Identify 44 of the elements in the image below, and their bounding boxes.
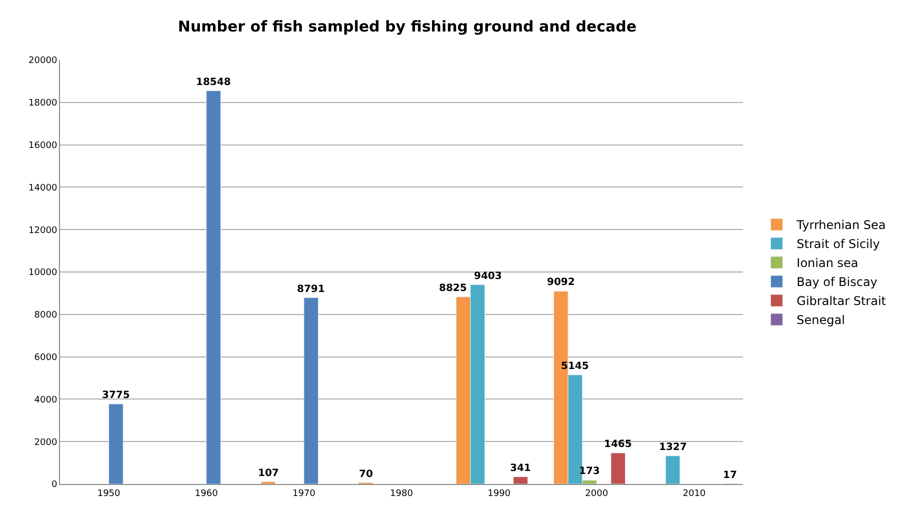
y-tick-label: 18000: [28, 98, 58, 109]
y-tick-label: 20000: [28, 56, 58, 66]
legend-label: Tyrrhenian Sea: [796, 218, 886, 232]
data-label: 3775: [102, 390, 130, 401]
data-label: 9403: [474, 271, 502, 282]
data-label: 8791: [297, 284, 325, 295]
y-tick-label: 2000: [34, 438, 58, 448]
bar: [260, 481, 276, 484]
x-tick-label: 2000: [585, 488, 608, 499]
bar: [610, 452, 626, 484]
y-tick-label: 10000: [28, 268, 58, 278]
data-label: 9092: [547, 277, 575, 288]
bar: [304, 297, 318, 484]
chart-title: Number of fish sampled by fishing ground and decade: [178, 17, 637, 36]
x-tick-label: 2010: [682, 488, 706, 499]
legend-label: Gibraltar Strait: [796, 294, 886, 308]
y-tick-label: 16000: [28, 140, 58, 151]
legend-label: Ionian sea: [796, 256, 858, 270]
y-tick-label: 4000: [34, 395, 58, 406]
bar: [206, 90, 221, 484]
data-label: 8825: [439, 283, 467, 294]
x-tick-label: 1960: [194, 488, 218, 499]
data-label: 70: [359, 469, 373, 480]
y-tick-label: 6000: [34, 352, 58, 363]
y-tick-label: 8000: [34, 310, 58, 321]
data-label: 1465: [604, 439, 632, 450]
y-tick-label: 0: [51, 480, 58, 490]
legend-label: Senegal: [796, 313, 845, 328]
legend-label: Strait of Sicily: [796, 237, 880, 252]
data-label: 1327: [659, 442, 687, 453]
data-label: 107: [258, 468, 279, 479]
x-tick-label: 1970: [292, 488, 316, 499]
x-tick-label: 1950: [97, 488, 121, 499]
data-label: 18548: [196, 77, 231, 88]
data-label: 17: [723, 470, 737, 481]
y-tick-label: 12000: [28, 226, 58, 236]
y-tick-label: 14000: [28, 183, 58, 194]
bar: [665, 456, 680, 484]
x-tick-label: 1980: [390, 488, 414, 499]
bar: [513, 476, 528, 484]
legend-label: Bay of Biscay: [796, 275, 878, 290]
x-tick-label: 1990: [488, 488, 511, 499]
bar: [108, 404, 124, 484]
data-label: 341: [510, 463, 531, 474]
